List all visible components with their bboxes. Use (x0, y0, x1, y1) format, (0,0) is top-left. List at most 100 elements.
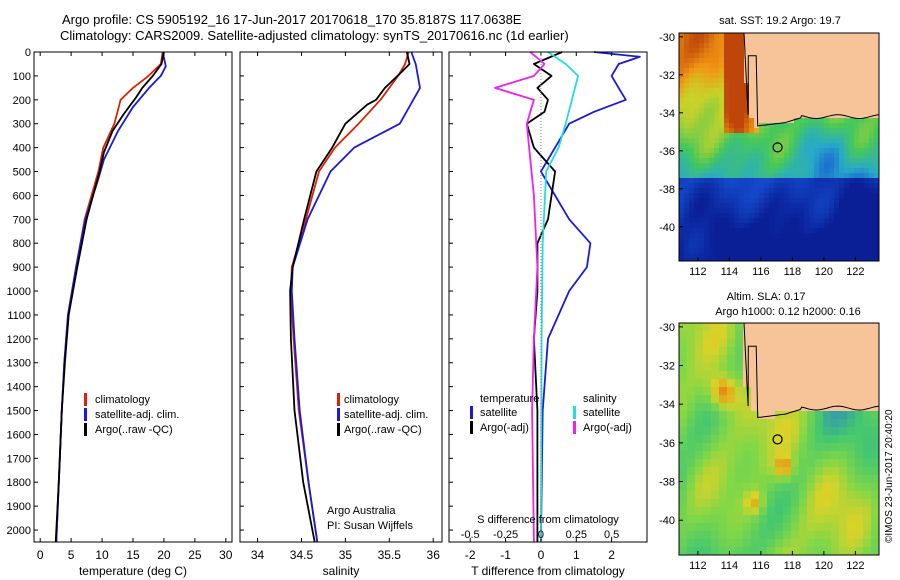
map-x-tick-label: 112 (689, 266, 707, 278)
depth-tick-label: 1600 (7, 429, 31, 441)
map-x-tick-label: 118 (784, 560, 802, 572)
x-tick-label: 10 (95, 548, 109, 562)
x2-tick-label: 0.5 (604, 529, 619, 541)
map-y-tick-label: -36 (659, 438, 675, 450)
depth-tick-label: 500 (13, 167, 31, 179)
map-y-tick-label: -32 (659, 70, 675, 82)
salinity-annotation-1: Argo Australia (327, 505, 396, 517)
temperature-legend-climatology: climatology (95, 394, 151, 406)
sst-map: 112 114 116 118 120 122 -30 -32 -34 -36 -38 -40 (659, 32, 880, 278)
footer-copyright: ©IMOS 23-Jun-2017 20:40:20 (884, 409, 895, 543)
temperature-axes: 0100200300400500600700800900100011001200… (7, 47, 233, 562)
depth-tick-label: 900 (13, 262, 31, 274)
map-cells (679, 33, 880, 262)
x-tick-label: 5 (68, 548, 75, 562)
temperature-legend-argo: Argo(..raw -QC) (95, 424, 173, 436)
map-y-tick-label: -36 (659, 146, 675, 158)
map-y-tick-label: -40 (659, 222, 675, 234)
x2-tick-label: -0.5 (461, 529, 480, 541)
x-tick-label: -2 (465, 548, 476, 562)
argo-position-marker (772, 142, 783, 153)
difference-legend-salinity-title: salinity (583, 393, 617, 405)
depth-tick-label: 1200 (7, 334, 31, 346)
map-x-tick-label: 122 (846, 560, 864, 572)
map-y-tick-label: -34 (659, 108, 675, 120)
difference-x2label: S difference from climatology (477, 514, 619, 526)
difference-series-group (494, 51, 641, 543)
legend-swatch-climatology (84, 393, 87, 406)
difference-legend-temperature-argo: Argo(-adj) (480, 422, 529, 434)
header-line-2: Climatology: CARS2009. Satellite-adjuste… (60, 28, 569, 43)
x-tick-label: 15 (126, 548, 140, 562)
map-x-tick-label: 116 (752, 560, 770, 572)
map-x-tick-label: 112 (689, 560, 707, 572)
series-line-salinity-argo-adj- (494, 51, 546, 543)
map-x-tick-label: 114 (721, 266, 739, 278)
difference-legend: temperature satellite Argo(-adj) salinit… (470, 393, 632, 434)
legend-swatch-salinity-satellite (573, 406, 576, 419)
salinity-plot-frame (239, 51, 443, 543)
map-y-tick-label: -34 (659, 399, 675, 411)
depth-tick-label: 1700 (7, 453, 31, 465)
salinity-legend-argo: Argo(..raw -QC) (344, 424, 422, 436)
depth-tick-label: 300 (13, 119, 31, 131)
salinity-legend-climatology: climatology (344, 394, 400, 406)
temperature-plot-frame (33, 51, 233, 543)
salinity-annotation-2: PI: Susan Wijffels (327, 520, 413, 532)
x-tick-label: 0 (538, 548, 545, 562)
salinity-legend-satellite: satellite-adj. clim. (344, 409, 428, 421)
map-x-tick-label: 122 (846, 266, 864, 278)
x-tick-label: 25 (188, 548, 202, 562)
x-tick-label: 36 (427, 548, 441, 562)
map-frame (678, 322, 880, 556)
series-line-argo-raw-qc- (289, 51, 411, 543)
temperature-xlabel: temperature (deg C) (79, 564, 187, 578)
x-tick-label: 34 (251, 548, 265, 562)
map-x-tick-label: 116 (752, 266, 770, 278)
sla-map-title: Altim. SLA: 0.17 (727, 291, 806, 303)
x-tick-label: 35 (339, 548, 353, 562)
series-line-satellite-adj-clim- (290, 51, 421, 543)
difference-plot-frame (448, 51, 648, 543)
sla-map-panel: Altim. SLA: 0.17 Argo h1000: 0.12 h2000:… (659, 291, 880, 572)
x-tick-label: 35.5 (378, 548, 402, 562)
sst-map-title: sat. SST: 19.2 Argo: 19.7 (719, 15, 841, 27)
difference-legend-temperature-satellite: satellite (480, 407, 517, 419)
temperature-panel: 0100200300400500600700800900100011001200… (7, 47, 233, 578)
depth-tick-label: 1000 (7, 286, 31, 298)
map-cells (679, 323, 880, 556)
difference-xlabel: T difference from climatology (471, 564, 625, 578)
sst-map-panel: sat. SST: 19.2 Argo: 19.7 112 114 116 118 12… (659, 15, 880, 278)
legend-swatch-argo (84, 423, 87, 436)
map-y-tick-label: -40 (659, 515, 675, 527)
x2-tick-label: 0.25 (566, 529, 587, 541)
temperature-series-group (54, 51, 167, 543)
legend-swatch-salinity-argo (573, 421, 576, 434)
series-line-argo-raw-qc- (54, 51, 165, 543)
legend-swatch-temperature-satellite (470, 406, 473, 419)
depth-tick-label: 100 (13, 71, 31, 83)
depth-tick-label: 1900 (7, 501, 31, 513)
map-y-tick-label: -30 (659, 322, 675, 334)
difference-legend-temperature-title: temperature (480, 393, 539, 405)
map-x-tick-label: 120 (815, 266, 833, 278)
depth-tick-label: 600 (13, 190, 31, 202)
sla-map: 112 114 116 118 120 122 -30 -32 -34 -36 -38 -40 (659, 322, 880, 572)
x2-tick-label: -0.25 (493, 529, 518, 541)
difference-legend-salinity-argo: Argo(-adj) (583, 422, 632, 434)
coastline (743, 32, 880, 127)
salinity-legend: climatology satellite-adj. clim. Argo(..… (337, 393, 428, 436)
map-y-tick-label: -38 (659, 477, 675, 489)
temperature-legend: climatology satellite-adj. clim. Argo(..… (84, 393, 179, 436)
depth-tick-label: 700 (13, 214, 31, 226)
legend-swatch-climatology (337, 393, 340, 406)
depth-tick-label: 800 (13, 238, 31, 250)
depth-tick-label: 0 (25, 47, 31, 59)
sla-map-title-2: Argo h1000: 0.12 h2000: 0.16 (715, 306, 861, 318)
x-tick-label: 30 (219, 548, 233, 562)
depth-tick-label: 1500 (7, 406, 31, 418)
salinity-xlabel: salinity (323, 564, 360, 578)
series-line-temperature-satellite (540, 51, 641, 543)
